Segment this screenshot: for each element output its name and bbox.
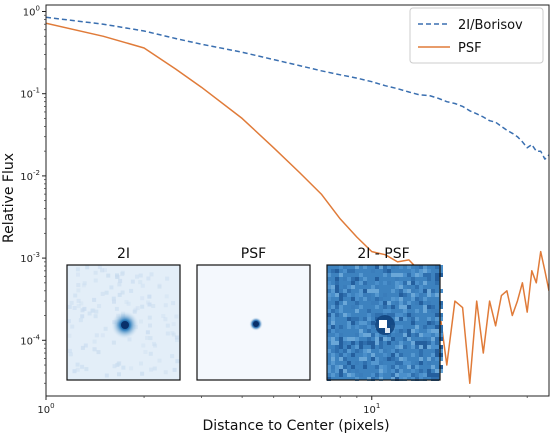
inset-title-2i-psf: 2I - PSF bbox=[357, 246, 409, 262]
x-tick-label: 101 bbox=[363, 402, 380, 416]
y-tick-label: 10-2 bbox=[20, 169, 40, 183]
legend-label: 2I/Borisov bbox=[458, 18, 523, 33]
y-tick-label: 10-3 bbox=[20, 251, 40, 265]
x-axis-label: Distance to Center (pixels) bbox=[202, 418, 389, 434]
y-axis-label: Relative Flux bbox=[1, 153, 17, 243]
inset-2i-psf: 2I - PSF bbox=[326, 246, 443, 381]
inset-images: 2I PSF 2I - PSF bbox=[66, 246, 443, 381]
legend-box bbox=[409, 7, 544, 64]
y-tick-label: 10-1 bbox=[20, 87, 40, 101]
series-line-2i-borisov bbox=[46, 16, 549, 160]
legend-label: PSF bbox=[458, 41, 482, 56]
inset-title-psf: PSF bbox=[241, 246, 266, 262]
inset-title-2i: 2I bbox=[117, 246, 130, 262]
axes: 100 10-1 10-2 10-3 10-4 100 101 bbox=[20, 4, 550, 416]
y-tick-label: 100 bbox=[23, 5, 40, 19]
plot-area bbox=[46, 16, 549, 385]
inset-2i: 2I bbox=[66, 246, 181, 381]
legend: 2I/Borisov PSF bbox=[409, 7, 544, 64]
x-tick-label: 100 bbox=[37, 402, 54, 416]
y-tick-label: 10-4 bbox=[20, 333, 40, 347]
inset-psf: PSF bbox=[196, 246, 311, 381]
series-line-psf bbox=[46, 22, 549, 385]
